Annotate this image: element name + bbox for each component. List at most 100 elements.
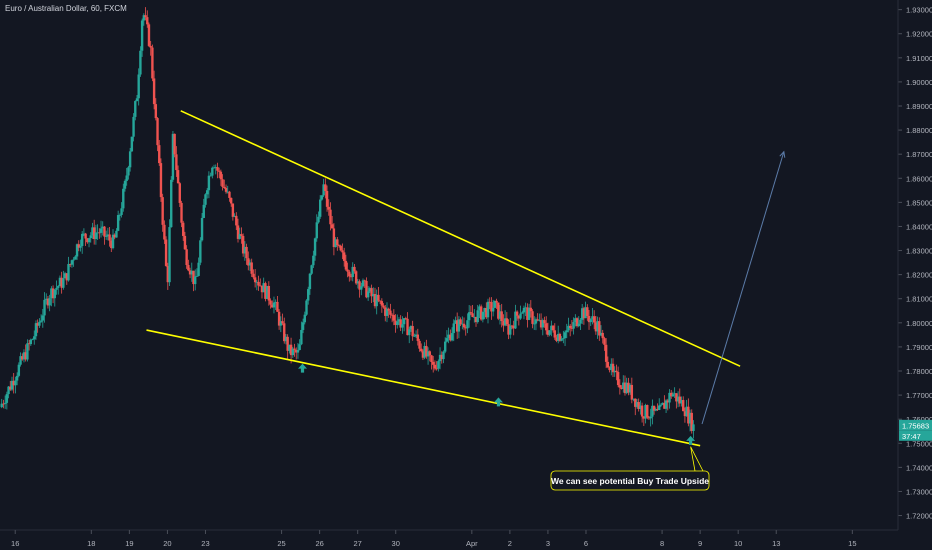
x-tick-label: 23 [201, 539, 209, 548]
candle-body [445, 338, 449, 342]
y-tick-label: 1.79000 [906, 343, 932, 352]
candle-body [377, 294, 380, 301]
candle-body [471, 313, 474, 318]
candle-body [41, 315, 45, 321]
candle-body [464, 327, 467, 329]
candle-body [332, 228, 336, 248]
candle-body [565, 330, 568, 333]
candle-body [592, 316, 596, 323]
x-tick-label: 9 [698, 539, 702, 548]
candle-body [271, 304, 274, 308]
candle-body [656, 409, 659, 411]
candle-body [370, 288, 373, 297]
candle-body [533, 323, 536, 325]
candle-body [630, 384, 634, 400]
candle-body [329, 209, 332, 225]
y-tick-label: 1.83000 [906, 247, 932, 256]
candle-body [399, 319, 402, 328]
candle-body [455, 320, 459, 332]
candle-body [351, 266, 354, 277]
y-tick-label: 1.78000 [906, 367, 932, 376]
countdown-badge [899, 430, 932, 441]
candle-body [190, 270, 193, 275]
candle-body [134, 101, 137, 117]
candle-body [397, 319, 401, 322]
y-tick-label: 1.85000 [906, 198, 932, 207]
candle-body [454, 320, 457, 324]
candle-body [106, 234, 110, 237]
candle-body [486, 301, 490, 318]
candle-body [288, 344, 291, 351]
candle-body [55, 287, 58, 290]
up-arrow-icon [298, 363, 308, 373]
x-tick-label: 19 [125, 539, 133, 548]
candle-body [563, 332, 567, 339]
candle-body [182, 222, 185, 236]
candle-body [330, 224, 334, 229]
candle-body [159, 163, 163, 198]
candle-body [649, 416, 652, 419]
candle-body [243, 246, 247, 254]
candle-body [642, 416, 646, 419]
candle-body [202, 204, 205, 218]
candle-body [308, 273, 312, 290]
candle-body [408, 329, 411, 336]
candle-body [613, 370, 616, 373]
candle-body [378, 300, 382, 302]
candle-body [396, 321, 399, 325]
y-tick-label: 1.75000 [906, 439, 932, 448]
candle-body [147, 24, 151, 46]
candle-body [142, 15, 146, 21]
up-arrow-icon [686, 435, 696, 445]
candle-body [195, 275, 199, 277]
candle-body [295, 349, 298, 353]
candle-body [67, 264, 70, 281]
candle-body [557, 333, 560, 341]
up-arrow-icon [493, 397, 503, 407]
candle-body [498, 311, 502, 319]
candle-body [310, 265, 313, 274]
time-axis[interactable]: 16 18 19 20 23 25 26 27 30 Apr 2 3 6 8 9 10 13 15 [0, 529, 898, 548]
y-tick-label: 1.87000 [906, 150, 932, 159]
candle-body [360, 286, 363, 290]
candle-body [233, 215, 236, 217]
candle-body [685, 406, 688, 417]
candle-body [632, 398, 635, 400]
candle-body [161, 197, 164, 225]
candle-body [574, 318, 577, 323]
callout-box [550, 470, 710, 491]
candle-body [39, 320, 43, 322]
candle-body [589, 319, 592, 323]
candle-body [139, 50, 142, 75]
candle-body [604, 344, 608, 362]
candle-body [315, 222, 318, 239]
candle-body [163, 224, 166, 240]
price-axis[interactable]: 1.72000 1.73000 1.74000 1.75000 1.76000 1.770… [897, 0, 932, 530]
candle-body [372, 294, 375, 297]
candle-body [223, 186, 226, 189]
candle-body [670, 392, 673, 397]
candle-body [384, 307, 387, 316]
candle-body [606, 361, 610, 368]
candle-body [658, 405, 661, 411]
candle-body [281, 321, 284, 324]
candle-body [79, 245, 82, 248]
candle-body [579, 319, 582, 324]
candle-body [337, 245, 341, 246]
candle-body [659, 404, 663, 406]
y-tick-label: 1.74000 [906, 463, 932, 472]
candle-body [551, 325, 555, 331]
candle-body [366, 291, 370, 298]
candle-body [245, 246, 248, 259]
candle-body [36, 323, 39, 326]
candle-body [26, 343, 29, 360]
candle-body [257, 281, 260, 286]
candle-body [272, 302, 276, 308]
candle-body [450, 333, 454, 341]
chart-annotations: We can see potential Buy Trade Upside [298, 363, 710, 491]
candle-body [562, 338, 565, 339]
candle-body [526, 307, 529, 320]
candle-body [418, 340, 421, 349]
candle-body [663, 402, 666, 409]
